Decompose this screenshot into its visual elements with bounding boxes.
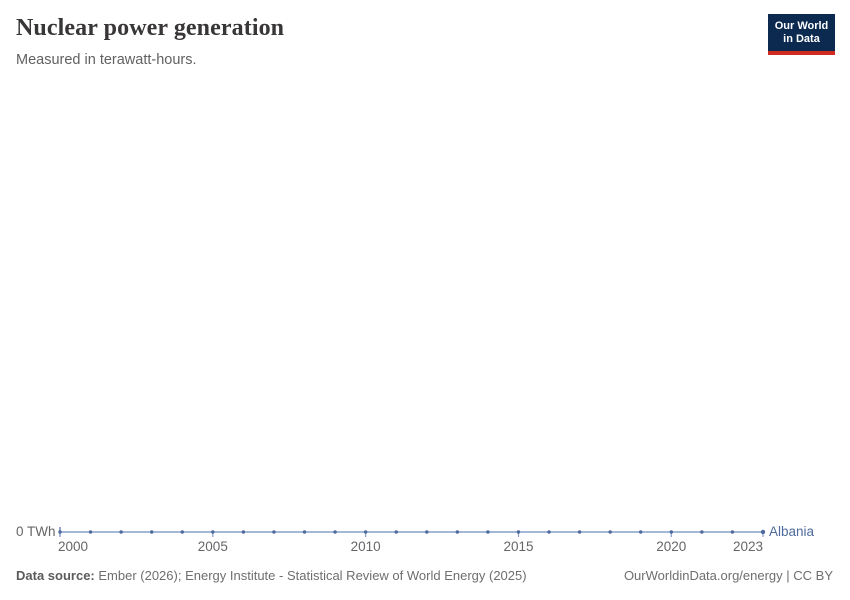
data-point-2006[interactable]	[241, 530, 246, 534]
y-axis-zero-label: 0 TWh	[16, 524, 56, 539]
x-tick-label-2005: 2005	[197, 539, 228, 554]
x-tick-label-2020: 2020	[656, 539, 687, 554]
data-point-2001[interactable]	[88, 530, 93, 534]
data-point-2004[interactable]	[180, 530, 184, 534]
series-entity-label[interactable]: Albania	[769, 524, 815, 539]
x-tick-label-2000: 2000	[58, 539, 89, 554]
owid-logo[interactable]: Our World in Data	[768, 14, 835, 55]
x-axis-and-series-line	[58, 527, 766, 537]
data-point-2021[interactable]	[700, 530, 704, 534]
data-point-2015[interactable]	[516, 530, 521, 534]
data-point-2002[interactable]	[119, 530, 123, 534]
data-point-2008[interactable]	[302, 530, 307, 534]
owid-logo-line1: Our World	[774, 19, 829, 32]
plot-area	[0, 80, 850, 518]
data-point-2023[interactable]	[760, 529, 766, 535]
data-point-2012[interactable]	[425, 530, 429, 534]
data-point-2005[interactable]	[211, 530, 215, 534]
x-tick-label-2010: 2010	[350, 539, 381, 554]
chart-title: Nuclear power generation	[16, 15, 285, 41]
data-point-2003[interactable]	[149, 530, 154, 534]
data-point-2020[interactable]	[669, 530, 674, 534]
owid-url-license[interactable]: OurWorldinData.org/energy | CC BY	[623, 568, 833, 583]
data-point-2019[interactable]	[639, 530, 643, 534]
data-point-2010[interactable]	[363, 530, 368, 534]
data-point-2017[interactable]	[577, 530, 582, 534]
data-point-2007[interactable]	[272, 530, 276, 534]
x-tick-label-2023: 2023	[732, 539, 763, 554]
data-point-2014[interactable]	[486, 530, 490, 534]
data-source-note: Data source: Ember (2026); Energy Instit…	[16, 568, 527, 583]
data-source-text: Ember (2026); Energy Institute - Statist…	[94, 568, 527, 583]
owid-logo-line2: in Data	[783, 32, 820, 45]
data-point-2018[interactable]	[608, 530, 612, 534]
data-point-2000[interactable]	[58, 530, 62, 534]
chart-subtitle: Measured in terawatt-hours.	[16, 52, 197, 68]
data-point-2016[interactable]	[547, 530, 551, 534]
data-point-2013[interactable]	[455, 530, 460, 534]
data-point-2022[interactable]	[730, 530, 735, 534]
x-tick-label-2015: 2015	[503, 539, 534, 554]
data-point-2011[interactable]	[394, 530, 398, 534]
data-point-2009[interactable]	[333, 530, 337, 534]
data-source-label: Data source:	[16, 568, 95, 583]
